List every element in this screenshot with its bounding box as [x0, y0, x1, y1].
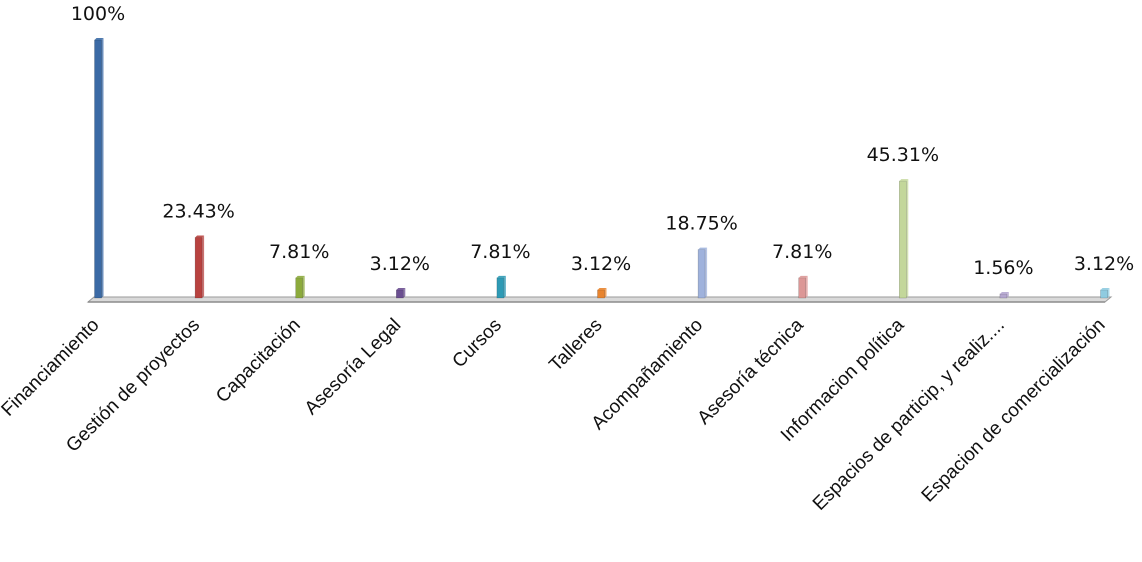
bar-top-financiamiento: [94, 38, 104, 40]
category-label-capacitacion: Capacitación: [212, 315, 305, 408]
bar-front-espacion-de-comercializacion: [1100, 289, 1108, 299]
data-label-informacion-politica: 45.31%: [867, 144, 939, 166]
bar-informacion-politica: [898, 179, 909, 299]
bar-side-financiamiento: [101, 38, 104, 298]
bar-top-acompanamiento: [698, 247, 708, 250]
bar-top-capacitacion: [295, 275, 305, 278]
bar-side-asesoria-legal: [403, 287, 406, 298]
bar-top-asesoria-tecnica: [798, 275, 808, 278]
bar-top-espacios-de-particip-y-realiz: [999, 291, 1009, 294]
bar-espacios-de-particip-y-realiz: [999, 291, 1009, 299]
bar-side-capacitacion: [302, 275, 305, 298]
bar-top-cursos: [496, 275, 506, 278]
bar-front-capacitacion: [295, 277, 304, 299]
bar-top-talleres: [597, 287, 607, 290]
data-label-acompanamiento: 18.75%: [665, 213, 737, 235]
bar-gestion-de-proyectos: [194, 235, 205, 299]
data-label-talleres: 3.12%: [571, 253, 631, 275]
bar-side-gestion-de-proyectos: [202, 235, 205, 298]
chart-floor: [86, 296, 1113, 303]
data-label-espacion-de-comercializacion: 3.12%: [1074, 253, 1134, 275]
data-label-cursos: 7.81%: [470, 241, 530, 263]
data-label-capacitacion: 7.81%: [269, 241, 329, 263]
bar-side-espacios-de-particip-y-realiz: [1006, 291, 1009, 298]
bar-top-informacion-politica: [899, 179, 909, 182]
category-label-cursos: Cursos: [449, 315, 506, 372]
bar-front-acompanamiento: [697, 249, 706, 299]
bar-front-financiamiento: [94, 39, 102, 299]
data-labels: 100% 23.43% 7.81% 3.12% 7.81% 3.12% 18.75% 7.81…: [71, 3, 1134, 279]
bar-cursos: [496, 275, 506, 299]
bar-front-gestion-de-proyectos: [194, 237, 203, 299]
bar-front-talleres: [597, 289, 605, 299]
bar-espacion-de-comercializacion: [1100, 287, 1110, 299]
category-label-talleres: Talleres: [545, 315, 606, 376]
bar-front-informacion-politica: [898, 180, 907, 299]
bar-financiamiento: [94, 38, 104, 299]
bar-front-cursos: [496, 277, 505, 299]
bar-side-informacion-politica: [906, 179, 909, 298]
data-label-gestion-de-proyectos: 23.43%: [162, 201, 234, 223]
bar-front-espacios-de-particip-y-realiz: [999, 293, 1008, 299]
bar-asesoria-legal: [395, 287, 406, 299]
data-label-asesoria-legal: 3.12%: [370, 253, 430, 275]
category-label-asesoria-tecnica: Asesoría técnica: [694, 314, 808, 428]
bar-top-gestion-de-proyectos: [195, 235, 205, 238]
data-label-financiamiento: 100%: [71, 3, 125, 25]
category-label-financiamiento: Financiamiento: [0, 315, 104, 421]
category-label-acompanamiento: Acompañamiento: [588, 315, 707, 434]
bar-top-asesoria-legal: [396, 287, 406, 290]
data-label-asesoria-tecnica: 7.81%: [772, 241, 832, 263]
bar-asesoria-tecnica: [798, 275, 808, 299]
category-label-espacion-de-comercializacion: Espacion de comercialización: [918, 315, 1110, 507]
bar-side-talleres: [604, 287, 607, 298]
bar-side-asesoria-tecnica: [805, 275, 808, 298]
bar-capacitacion: [295, 275, 305, 299]
bar-top-espacion-de-comercializacion: [1100, 287, 1110, 290]
bar-front-asesoria-tecnica: [798, 277, 807, 299]
bar-series: [94, 38, 1110, 299]
bar-side-acompanamiento: [705, 247, 708, 298]
bar-side-cursos: [503, 275, 506, 298]
bar-acompanamiento: [697, 247, 708, 299]
category-label-asesoria-legal: Asesoría Legal: [301, 315, 405, 419]
data-label-espacios-de-particip-y-realiz: 1.56%: [973, 257, 1033, 279]
bar-front-asesoria-legal: [395, 289, 404, 299]
category-label-espacios-de-particip-y-realiz: Espacios de particip, y realiz....: [809, 315, 1009, 515]
bar-side-espacion-de-comercializacion: [1107, 287, 1110, 298]
bar-talleres: [597, 287, 607, 299]
